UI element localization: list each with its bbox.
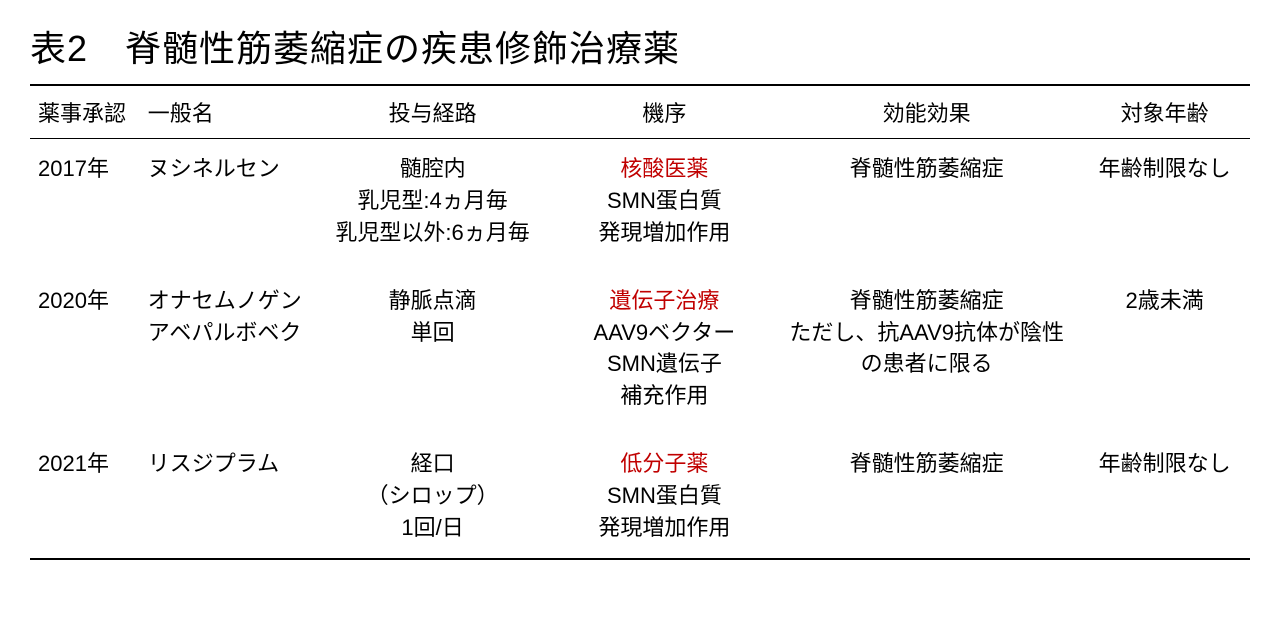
cell-name: オナセムノゲン アベパルボベク bbox=[140, 271, 311, 435]
table-row: 2021年 リスジプラム 経口 （シロップ） 1回/日 低分子薬 SMN蛋白質 … bbox=[30, 434, 1250, 559]
cell-name: ヌシネルセン bbox=[140, 139, 311, 271]
cell-mechanism: 遺伝子治療 AAV9ベクター SMN遺伝子 補充作用 bbox=[555, 271, 775, 435]
cell-route: 髄腔内 乳児型:4ヵ月毎 乳児型以外:6ヵ月毎 bbox=[311, 139, 555, 271]
cell-age: 年齢制限なし bbox=[1079, 434, 1250, 559]
col-effect: 効能効果 bbox=[774, 85, 1079, 139]
col-mechanism: 機序 bbox=[555, 85, 775, 139]
col-age: 対象年齢 bbox=[1079, 85, 1250, 139]
table-header-row: 薬事承認 一般名 投与経路 機序 効能効果 対象年齢 bbox=[30, 85, 1250, 139]
cell-effect: 脊髄性筋萎縮症 ただし、抗AAV9抗体が陰性 の患者に限る bbox=[774, 271, 1079, 435]
col-approval: 薬事承認 bbox=[30, 85, 140, 139]
cell-route: 経口 （シロップ） 1回/日 bbox=[311, 434, 555, 559]
cell-age: 年齢制限なし bbox=[1079, 139, 1250, 271]
cell-age: 2歳未満 bbox=[1079, 271, 1250, 435]
drug-table: 薬事承認 一般名 投与経路 機序 効能効果 対象年齢 2017年 ヌシネルセン … bbox=[30, 84, 1250, 560]
cell-name: リスジプラム bbox=[140, 434, 311, 559]
table-row: 2020年 オナセムノゲン アベパルボベク 静脈点滴 単回 遺伝子治療 AAV9… bbox=[30, 271, 1250, 435]
cell-mechanism: 核酸医薬 SMN蛋白質 発現増加作用 bbox=[555, 139, 775, 271]
col-name: 一般名 bbox=[140, 85, 311, 139]
cell-approval: 2017年 bbox=[30, 139, 140, 271]
cell-route: 静脈点滴 単回 bbox=[311, 271, 555, 435]
cell-effect: 脊髄性筋萎縮症 bbox=[774, 434, 1079, 559]
table-row: 2017年 ヌシネルセン 髄腔内 乳児型:4ヵ月毎 乳児型以外:6ヵ月毎 核酸医… bbox=[30, 139, 1250, 271]
cell-mechanism: 低分子薬 SMN蛋白質 発現増加作用 bbox=[555, 434, 775, 559]
cell-approval: 2021年 bbox=[30, 434, 140, 559]
cell-effect: 脊髄性筋萎縮症 bbox=[774, 139, 1079, 271]
cell-approval: 2020年 bbox=[30, 271, 140, 435]
col-route: 投与経路 bbox=[311, 85, 555, 139]
table-title: 表2 脊髄性筋萎縮症の疾患修飾治療薬 bbox=[30, 20, 1250, 72]
